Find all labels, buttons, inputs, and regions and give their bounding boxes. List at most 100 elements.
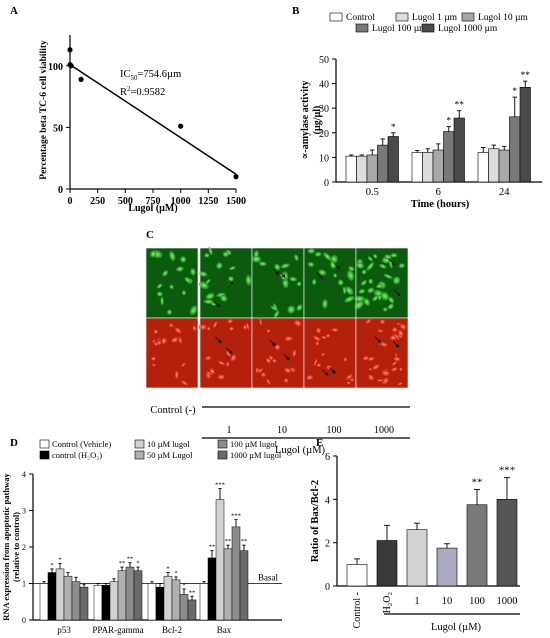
panel-b-significance-marker: **: [521, 71, 531, 81]
panel-a-data-point: [233, 174, 239, 180]
panel-a-fit-line: [69, 63, 237, 175]
panel-d-error-bar: [112, 578, 116, 582]
panel-c-cell: [149, 250, 157, 258]
panel-c-cell: [179, 379, 190, 387]
panel-b-bar-lugol-1-m: [422, 152, 434, 183]
panel-b-legend-swatch: [461, 12, 475, 22]
panel-c-arrowhead: [272, 342, 276, 346]
panel-d-category-label: Bax: [217, 625, 232, 635]
panel-a-xtick-label: 1250: [198, 196, 218, 207]
panel-c-cell: [392, 276, 401, 285]
panel-b-error-bar: [391, 132, 396, 137]
panel-c-cell: [325, 333, 331, 339]
panel-c-cell: [220, 294, 228, 302]
panel-c-cell: [384, 254, 392, 260]
panel-d-significance-marker: **: [127, 556, 134, 563]
panel-d-error-bar: [190, 595, 194, 600]
panel-d-bar-control-h-o: [207, 557, 217, 621]
panel-c-cell: [292, 318, 303, 328]
panel-e-ytick-label: 6: [325, 452, 330, 463]
panel-d-legend-label: 10 µM lugol: [147, 439, 190, 449]
panel-c-cell: [380, 369, 392, 377]
panel-d-error-bar: [182, 588, 186, 595]
panel-c-cell: [346, 380, 352, 385]
panel-c-tick-1000: 1000: [374, 425, 394, 436]
panel-c-cell: [378, 294, 382, 301]
panel-c-micrographs: [145, 246, 409, 389]
panel-d-bar-control-vehicle: [39, 583, 49, 621]
panel-c-arrowhead: [396, 292, 401, 296]
panel-b-error-bar: [370, 149, 375, 155]
panel-d-ytick-label: 1: [22, 580, 26, 589]
panel-b-category-label: 0.5: [366, 187, 379, 198]
panel-b-ytick-label: 40: [319, 80, 329, 91]
panel-a-xtick-label: 750: [146, 196, 161, 207]
panel-e-error-bar: [354, 558, 360, 565]
panel-b-category-label: 24: [499, 187, 510, 198]
panel-b-bar-lugol-1000-m: [453, 117, 465, 183]
panel-c-cell: [198, 323, 208, 332]
panel-c-cell: [156, 291, 163, 297]
panel-b-bar-lugol-1000-m: [387, 136, 399, 183]
panel-d-significance-marker: *: [50, 562, 53, 569]
panel-c-cell: [376, 329, 385, 333]
panel-a-r2: R2=0.9582: [120, 85, 165, 98]
panel-d-bar-10-m-lugol: [215, 499, 225, 621]
panel-e-error-bar: [474, 489, 480, 505]
panel-c-lugol-label: Lugol (µM): [275, 445, 326, 456]
panel-d-bar-control-h-o: [101, 585, 111, 621]
panel-d-bar-1000-m-lugol: [239, 550, 249, 621]
panel-b-legend-swatch: [329, 12, 343, 22]
panel-a-ytick-label: 0: [58, 185, 63, 196]
panel-c-cell: [282, 366, 293, 374]
panel-c-micrograph-background: [146, 318, 198, 388]
panel-e-bar-100: [466, 504, 488, 587]
panel-b-error-bar: [359, 154, 364, 157]
panel-d-error-bar: [50, 568, 54, 573]
panel-c-cell: [266, 328, 271, 334]
panel-d-legend-label: 100 µM lugol: [230, 439, 278, 449]
panel-d-error-bar: [42, 581, 46, 584]
panel-c-cell: [153, 328, 159, 335]
panel-d-legend-swatch: [39, 450, 50, 460]
panel-e-ytick-label: 2: [325, 539, 330, 550]
panel-c-cell: [251, 255, 262, 263]
panel-b-legend: Control Lugol 1 µm Lugol 10 µm Lugol 100 µm…: [329, 12, 528, 34]
panel-c-cell: [296, 304, 303, 312]
panel-c-cell: [370, 363, 382, 371]
panel-e-y-label: Ratio of Bax/Bcl-2: [310, 480, 321, 562]
panel-d-bar-50-m-lugol: [117, 570, 127, 621]
panel-c-cell: [156, 283, 163, 289]
panel-e-error-bar: [444, 543, 450, 549]
panel-b-error-bar: [481, 147, 486, 153]
panel-c-cell: [289, 276, 298, 282]
panel-d-bar-1000-m-lugol: [79, 586, 89, 621]
panel-c-cell: [216, 262, 223, 270]
panel-b-error-bar: [446, 126, 451, 132]
panel-c-cell: [367, 256, 373, 262]
panel-c-cell: [258, 261, 267, 267]
panel-c-cell: [294, 254, 299, 262]
panel-a-data-point: [178, 123, 184, 129]
panel-d-bar-50-m-lugol: [171, 579, 181, 621]
panel-e-ytick-label: 0: [325, 582, 330, 593]
panel-b-legend-label: Lugol 10 µm: [478, 13, 528, 23]
panel-c-cell: [389, 366, 399, 373]
panel-b-ytick-label: 10: [319, 153, 329, 164]
panel-d-error-bar: [226, 544, 230, 549]
panel-c-cell: [174, 368, 180, 381]
panel-label-e: E: [316, 437, 323, 449]
panel-c-cell: [254, 366, 260, 375]
panel-d-legend-label: control (H₂O₂): [52, 450, 102, 460]
panel-c-cell: [307, 261, 315, 268]
panel-e-category-label: Control -: [352, 592, 363, 628]
panel-c-arrowhead: [324, 371, 329, 376]
panel-c-cell: [229, 266, 236, 271]
panel-d-error-bar: [174, 576, 178, 580]
panel-c-cell: [153, 341, 159, 347]
panel-c-cell: [355, 262, 365, 269]
panel-c-micrograph-green: [251, 247, 305, 319]
panel-a-ytick-label: 100: [48, 62, 63, 73]
panel-d-significance-marker: **: [209, 544, 216, 551]
